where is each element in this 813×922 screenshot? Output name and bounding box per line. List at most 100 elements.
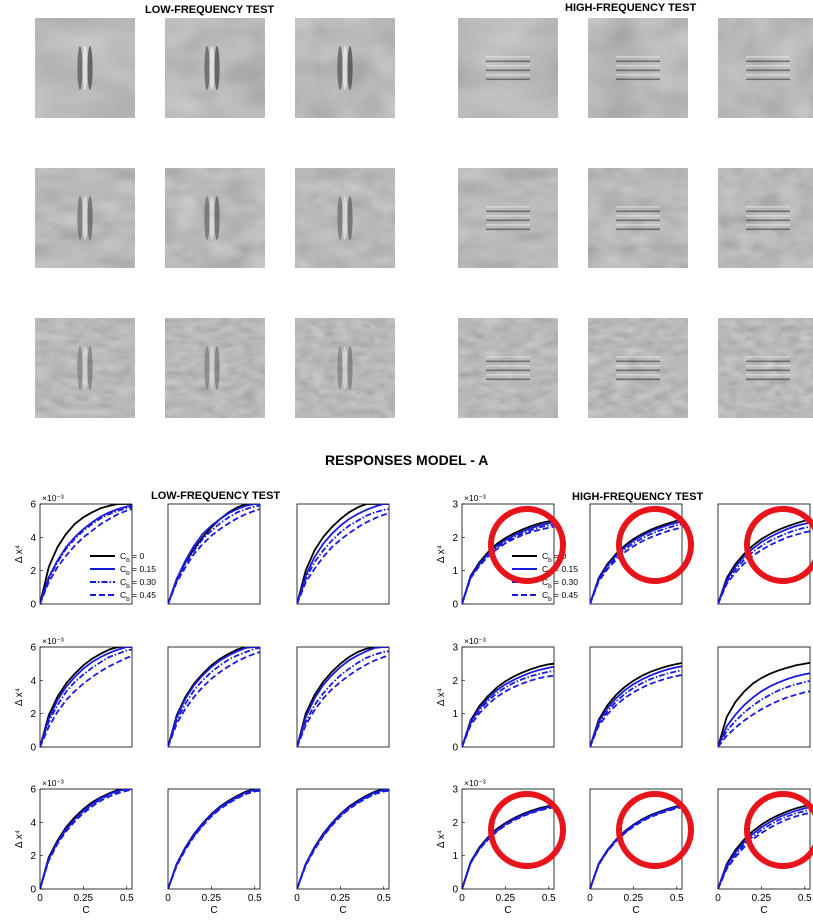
x-tick-label: 0 xyxy=(587,893,593,904)
legend-entry: Cb = 0.30 xyxy=(542,577,578,590)
series-line xyxy=(718,806,810,889)
y-tick-label: 4 xyxy=(30,818,36,829)
plot-axes xyxy=(296,646,390,748)
stimulus-image xyxy=(35,18,135,118)
series-line xyxy=(718,812,810,889)
highlight-circle xyxy=(616,791,694,869)
plot-lines xyxy=(40,789,132,889)
x-tick-label: 0.5 xyxy=(798,893,812,904)
x-axis-label: C xyxy=(760,905,767,916)
plot-panel: 0 2 4 6 ×10⁻³ Δ x⁴ xyxy=(14,636,133,754)
plot-panel: 0 0.25 0.5 C xyxy=(715,788,812,916)
x-tick-label: 0.5 xyxy=(670,893,684,904)
x-axis-label: C xyxy=(504,905,511,916)
plot-axes xyxy=(167,788,261,890)
plot-lines xyxy=(718,804,810,889)
legend-entry: Cb = 0.45 xyxy=(120,590,156,603)
series-line xyxy=(718,809,810,889)
plot-panel xyxy=(167,503,261,605)
series-line xyxy=(40,504,132,604)
y-tick-label: 3 xyxy=(452,785,458,796)
series-line xyxy=(40,655,132,747)
stimulus-image xyxy=(718,18,813,118)
y-tick-label: 0 xyxy=(452,600,458,611)
exponent-label: ×10⁻³ xyxy=(42,778,64,788)
series-line xyxy=(40,648,132,747)
responses-title: RESPONSES MODEL - A xyxy=(325,452,489,468)
series-line xyxy=(462,519,554,604)
y-tick-label: 3 xyxy=(452,500,458,511)
series-line xyxy=(40,789,132,889)
stimulus-image xyxy=(718,168,813,268)
series-line xyxy=(40,789,132,889)
series-line xyxy=(590,804,682,889)
series-line xyxy=(590,806,682,889)
y-tick-label: 2 xyxy=(30,566,36,577)
series-line xyxy=(462,674,554,747)
plot-axes xyxy=(39,646,133,748)
series-line xyxy=(718,521,810,604)
y-axis-label: Δ x⁴ xyxy=(14,545,25,563)
stimuli-high-title: HIGH-FREQUENCY TEST xyxy=(565,2,697,14)
stimulus-image xyxy=(588,168,688,268)
plot-lines xyxy=(297,647,389,747)
series-line xyxy=(168,508,260,604)
series-line xyxy=(718,804,810,889)
series-line xyxy=(297,647,389,747)
series-line xyxy=(590,523,682,604)
series-line xyxy=(40,647,132,747)
plot-lines xyxy=(297,789,389,889)
x-tick-label: 0.25 xyxy=(496,893,516,904)
series-line xyxy=(462,523,554,604)
plot-panel: 0 1 2 3 ×10⁻³ Δ x⁴ 0 0.25 0.5 C xyxy=(436,778,556,916)
y-tick-label: 0 xyxy=(452,885,458,896)
stimulus-image xyxy=(295,318,395,418)
plot-panel xyxy=(296,646,390,748)
series-line xyxy=(168,647,260,747)
x-tick-label: 0.25 xyxy=(752,893,772,904)
plot-lines xyxy=(590,518,682,604)
series-line xyxy=(462,665,554,747)
series-line xyxy=(297,789,389,889)
x-axis-label: C xyxy=(82,905,89,916)
series-line xyxy=(168,789,260,889)
stimulus-image-grid xyxy=(35,18,813,418)
stimulus-image xyxy=(458,168,558,268)
y-tick-label: 2 xyxy=(30,709,36,720)
x-axis-label: C xyxy=(210,905,217,916)
series-line xyxy=(297,504,389,604)
series-line xyxy=(168,647,260,747)
series-line xyxy=(297,789,389,889)
series-line xyxy=(297,512,389,604)
plot-lines xyxy=(462,662,554,747)
series-line xyxy=(297,654,389,747)
plot-lines xyxy=(718,661,810,747)
plot-axes xyxy=(296,503,390,605)
y-tick-label: 4 xyxy=(30,533,36,544)
highlight-circle xyxy=(744,791,813,869)
legend-entry: Cb = 0 xyxy=(120,551,144,564)
plot-axes xyxy=(589,646,683,748)
series-line xyxy=(590,674,682,747)
series-line xyxy=(718,530,810,604)
series-line xyxy=(168,504,260,604)
series-line xyxy=(297,647,389,747)
stimulus-image xyxy=(165,18,265,118)
y-tick-label: 6 xyxy=(30,500,36,511)
y-tick-label: 0 xyxy=(30,885,36,896)
x-tick-label: 0.25 xyxy=(331,893,351,904)
series-line xyxy=(297,508,389,604)
y-tick-label: 0 xyxy=(452,743,458,754)
x-tick-label: 0.5 xyxy=(542,893,556,904)
y-axis-label: Δ x⁴ xyxy=(436,830,447,848)
y-axis-label: Δ x⁴ xyxy=(436,545,447,563)
plot-lines xyxy=(590,804,682,889)
y-tick-label: 0 xyxy=(30,743,36,754)
series-line xyxy=(40,647,132,747)
plot-lines xyxy=(40,504,132,604)
stimulus-image xyxy=(165,168,265,268)
plot-lines xyxy=(40,647,132,747)
plot-panel xyxy=(717,503,811,605)
y-tick-label: 2 xyxy=(452,818,458,829)
x-tick-label: 0 xyxy=(294,893,300,904)
